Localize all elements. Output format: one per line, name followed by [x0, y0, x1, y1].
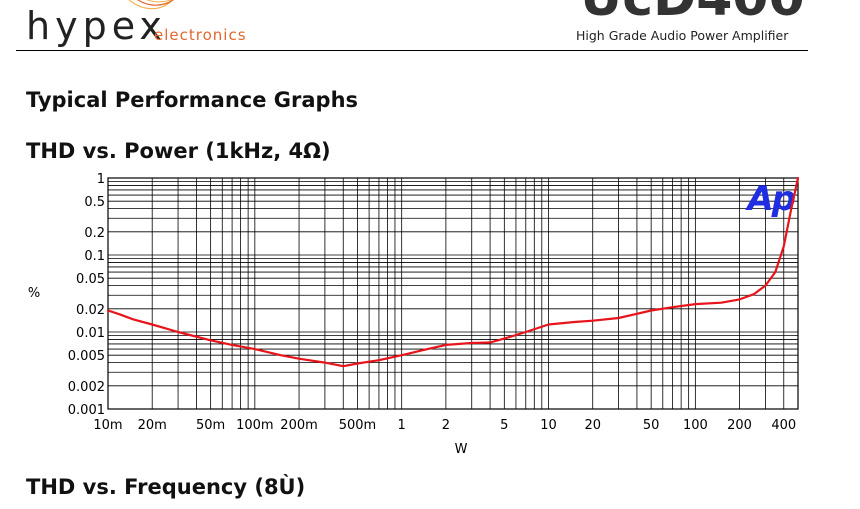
x-tick-label: 10: [540, 418, 557, 433]
header-rule-middle: [252, 50, 554, 51]
page-title: Typical Performance Graphs: [26, 88, 359, 112]
x-tick-label: 200m: [280, 418, 317, 433]
x-tick-label: 20: [584, 418, 601, 433]
x-tick-label: 10m: [93, 418, 122, 433]
x-tick-label: 50: [643, 418, 660, 433]
plot-frame: [107, 177, 799, 410]
x-tick-label: 20m: [138, 418, 167, 433]
x-tick-label: 100m: [236, 418, 273, 433]
x-tick-label: 2: [442, 418, 450, 433]
x-tick-label: 500m: [339, 418, 376, 433]
y-tick-label: 1: [97, 172, 105, 187]
x-tick-label: 1: [398, 418, 406, 433]
logo-swirl-icon: [128, 0, 175, 10]
y-tick-label: 0.02: [76, 303, 105, 318]
y-tick-label: 0.01: [76, 326, 105, 341]
header-rule-right: [554, 50, 808, 51]
y-axis-label: %: [28, 286, 40, 301]
ap-watermark: Ap: [744, 179, 795, 219]
y-tick-label: 0.5: [84, 195, 105, 210]
brand-subtitle: electronics: [154, 26, 247, 44]
x-tick-label: 200: [727, 418, 752, 433]
y-tick-label: 0.005: [68, 349, 105, 364]
thd-vs-power-chart: Ap10.50.20.10.050.020.010.0050.0020.0011…: [28, 172, 800, 457]
page-header: hypex electronics UcD400 High Grade Audi…: [0, 0, 860, 56]
y-tick-label: 0.001: [68, 403, 105, 418]
y-tick-label: 0.2: [84, 226, 105, 241]
x-tick-label: 50m: [196, 418, 225, 433]
x-tick-label: 400: [771, 418, 796, 433]
section-title-thd-vs-power: THD vs. Power (1kHz, 4Ω): [26, 139, 331, 163]
x-tick-label: 100: [683, 418, 708, 433]
product-tagline: High Grade Audio Power Amplifier: [576, 28, 789, 43]
brand-name: hypex: [26, 4, 167, 48]
y-tick-label: 0.002: [68, 380, 105, 395]
header-rule-left: [16, 50, 252, 51]
x-axis-label: W: [455, 442, 468, 457]
y-tick-label: 0.05: [76, 272, 105, 287]
product-logo: UcD400: [580, 0, 805, 24]
thd-curve-series-0: [106, 176, 800, 368]
y-tick-label: 0.1: [84, 249, 105, 264]
x-tick-label: 5: [500, 418, 508, 433]
section-title-thd-vs-frequency: THD vs. Frequency (8Ù): [26, 475, 306, 499]
product-name: UcD400: [580, 0, 805, 28]
